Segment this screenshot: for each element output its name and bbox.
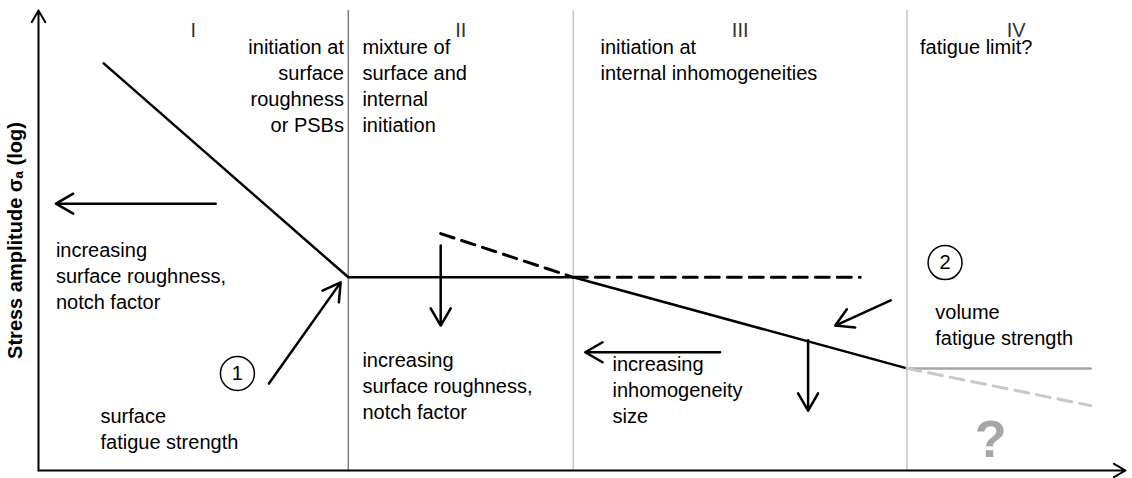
svg-text:?: ?: [975, 410, 1007, 468]
svg-text:IV: IV: [1006, 18, 1026, 41]
svg-text:fatigue limit?: fatigue limit?: [920, 36, 1032, 58]
svg-text:I: I: [191, 19, 197, 41]
svg-text:initiation atinternal inhomoge: initiation atinternal inhomogeneities: [600, 36, 817, 84]
svg-text:increasingsurface roughness,no: increasingsurface roughness,notch factor: [362, 349, 532, 423]
svg-text:surfacefatigue strength: surfacefatigue strength: [100, 405, 238, 453]
svg-text:increasinginhomogeneitysize: increasinginhomogeneitysize: [612, 353, 742, 427]
svg-text:initiation atsurfaceroughnesso: initiation atsurfaceroughnessor PSBs: [248, 36, 344, 136]
svg-text:volumefatigue strength: volumefatigue strength: [935, 301, 1073, 349]
svg-text:II: II: [455, 19, 466, 41]
svg-text:1: 1: [232, 362, 243, 384]
svg-text:mixture ofsurface andinternali: mixture ofsurface andinternalinitiation: [362, 36, 467, 136]
svg-text:Stress amplitude σₐ (log): Stress amplitude σₐ (log): [4, 122, 26, 359]
svg-text:increasingsurface roughness,no: increasingsurface roughness,notch factor: [56, 239, 226, 313]
svg-text:2: 2: [939, 251, 950, 273]
svg-text:III: III: [732, 19, 749, 41]
